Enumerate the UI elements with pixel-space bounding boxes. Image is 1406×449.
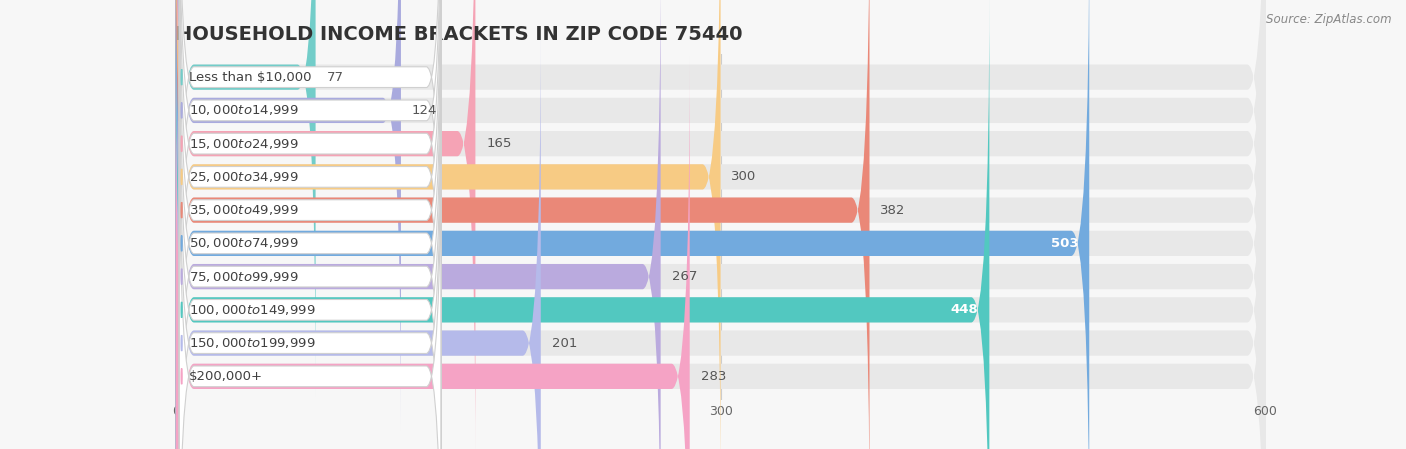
FancyBboxPatch shape — [176, 0, 1265, 449]
FancyBboxPatch shape — [180, 54, 441, 449]
FancyBboxPatch shape — [176, 0, 1265, 449]
Text: $150,000 to $199,999: $150,000 to $199,999 — [190, 336, 316, 350]
Text: $200,000+: $200,000+ — [190, 370, 263, 383]
Text: $35,000 to $49,999: $35,000 to $49,999 — [190, 203, 299, 217]
Text: 201: 201 — [551, 337, 576, 350]
Text: 283: 283 — [700, 370, 725, 383]
Text: 124: 124 — [412, 104, 437, 117]
Text: $25,000 to $34,999: $25,000 to $34,999 — [190, 170, 299, 184]
Text: $15,000 to $24,999: $15,000 to $24,999 — [190, 136, 299, 150]
FancyBboxPatch shape — [176, 23, 1265, 449]
FancyBboxPatch shape — [176, 0, 1265, 449]
Text: $100,000 to $149,999: $100,000 to $149,999 — [190, 303, 316, 317]
FancyBboxPatch shape — [180, 21, 441, 449]
Text: 382: 382 — [880, 204, 905, 216]
Text: Less than $10,000: Less than $10,000 — [190, 70, 312, 84]
Text: 77: 77 — [326, 70, 343, 84]
FancyBboxPatch shape — [176, 0, 1265, 397]
FancyBboxPatch shape — [176, 0, 315, 397]
FancyBboxPatch shape — [176, 0, 990, 449]
FancyBboxPatch shape — [180, 0, 441, 432]
FancyBboxPatch shape — [176, 0, 721, 449]
Text: $50,000 to $74,999: $50,000 to $74,999 — [190, 236, 299, 251]
FancyBboxPatch shape — [176, 0, 1090, 449]
FancyBboxPatch shape — [180, 0, 441, 449]
FancyBboxPatch shape — [176, 23, 541, 449]
FancyBboxPatch shape — [180, 121, 441, 449]
Text: $75,000 to $99,999: $75,000 to $99,999 — [190, 269, 299, 284]
FancyBboxPatch shape — [176, 0, 401, 430]
FancyBboxPatch shape — [176, 0, 1265, 449]
Text: 503: 503 — [1050, 237, 1078, 250]
FancyBboxPatch shape — [176, 0, 1265, 449]
Text: 165: 165 — [486, 137, 512, 150]
FancyBboxPatch shape — [176, 0, 475, 449]
FancyBboxPatch shape — [176, 57, 1265, 449]
Text: 448: 448 — [950, 304, 979, 317]
FancyBboxPatch shape — [180, 0, 441, 449]
Text: 267: 267 — [672, 270, 697, 283]
FancyBboxPatch shape — [180, 0, 441, 366]
FancyBboxPatch shape — [176, 0, 1265, 449]
FancyBboxPatch shape — [176, 0, 661, 449]
FancyBboxPatch shape — [180, 0, 441, 399]
FancyBboxPatch shape — [176, 0, 1265, 430]
Text: $10,000 to $14,999: $10,000 to $14,999 — [190, 103, 299, 117]
FancyBboxPatch shape — [176, 57, 690, 449]
Text: 300: 300 — [731, 170, 756, 183]
Text: HOUSEHOLD INCOME BRACKETS IN ZIP CODE 75440: HOUSEHOLD INCOME BRACKETS IN ZIP CODE 75… — [176, 25, 742, 44]
Text: Source: ZipAtlas.com: Source: ZipAtlas.com — [1267, 13, 1392, 26]
FancyBboxPatch shape — [180, 0, 441, 333]
FancyBboxPatch shape — [176, 0, 869, 449]
FancyBboxPatch shape — [180, 88, 441, 449]
